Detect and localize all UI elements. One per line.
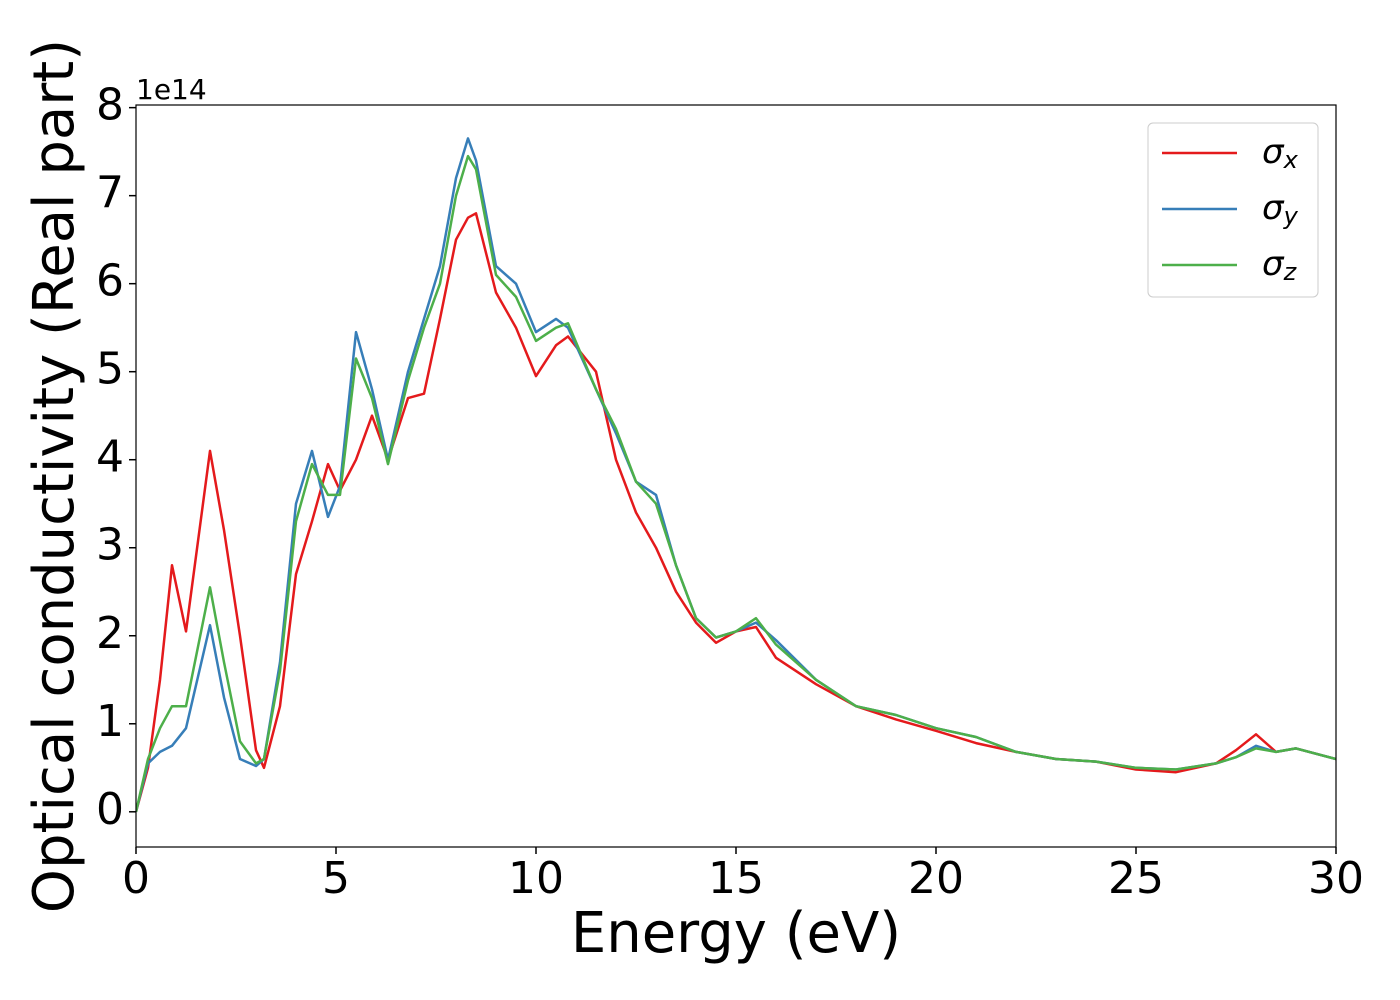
x-tick-label: 0	[122, 853, 150, 904]
y-tick-label: 2	[96, 608, 124, 659]
x-tick-label: 25	[1108, 853, 1164, 904]
x-tick-label: 5	[322, 853, 350, 904]
y-tick-label: 5	[96, 344, 124, 395]
legend-label: σx	[1262, 132, 1299, 175]
x-tick-label: 15	[708, 853, 764, 904]
y-tick-label: 1	[96, 696, 124, 747]
y-offset-label: 1e14	[136, 73, 207, 106]
plot-frame	[135, 104, 1337, 848]
legend-label: σy	[1262, 188, 1299, 231]
x-tick-label: 20	[908, 853, 964, 904]
y-tick-label: 0	[96, 784, 124, 835]
data-line	[136, 154, 1336, 813]
legend-label: σz	[1262, 244, 1298, 287]
y-tick-label: 6	[96, 256, 124, 307]
data-line	[136, 212, 1336, 813]
x-tick-label: 10	[508, 853, 564, 904]
y-tick-label: 3	[96, 520, 124, 571]
y-tick-label: 4	[96, 432, 124, 483]
x-axis-label: Energy (eV)	[571, 901, 901, 966]
y-tick-label: 7	[96, 168, 124, 219]
x-tick-label: 30	[1308, 853, 1364, 904]
y-axis-label: Optical conductivity (Real part)	[22, 39, 87, 913]
y-tick-label: 8	[96, 80, 124, 131]
